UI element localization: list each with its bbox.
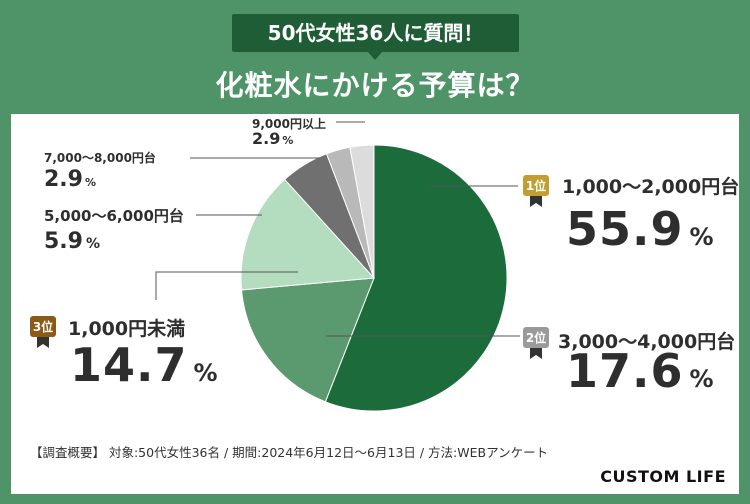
slice-value-5: 2.9% [44, 167, 97, 192]
slice-value-2: 17.6% [566, 344, 714, 398]
survey-footnote: 【調査概要】 対象:50代女性36名 / 期間:2024年6月12日〜6月13日… [30, 445, 549, 460]
slice-label-5: 7,000〜8,000円台 [44, 151, 156, 165]
brand-logo: CUSTOM LIFE [600, 467, 726, 486]
chart-title: 化粧水にかける予算は？ [215, 69, 535, 102]
medal-rank-1: 1位 [523, 175, 549, 207]
slice-value-1: 55.9% [566, 202, 714, 256]
slice-label-4: 5,000〜6,000円台 [44, 207, 184, 225]
slice-label-1: 1,000〜2,000円台 [562, 176, 740, 198]
svg-text:3位: 3位 [33, 319, 53, 334]
medal-rank-2: 2位 [523, 327, 549, 359]
svg-text:1位: 1位 [526, 178, 546, 193]
survey-badge: 50代女性36人に質問！ [232, 14, 519, 52]
slice-label-6: 9,000円以上 [252, 117, 326, 131]
medal-rank-3: 3位 [30, 316, 56, 348]
slice-label-3: 1,000円未満 [68, 318, 186, 340]
pie-slice-3 [240, 178, 376, 291]
slice-label-2: 3,000〜4,000円台 [558, 331, 736, 353]
pie-slice-1 [324, 144, 508, 412]
slice-value-4: 5.9% [44, 229, 101, 254]
svg-text:2位: 2位 [526, 330, 546, 345]
slice-value-3: 14.7% [70, 338, 218, 392]
slice-value-6: 2.9% [252, 129, 294, 148]
pie-slice-2 [240, 277, 375, 403]
pie-slice-6 [349, 144, 375, 279]
leader-line-3 [155, 271, 298, 300]
badge-pointer [367, 51, 383, 60]
